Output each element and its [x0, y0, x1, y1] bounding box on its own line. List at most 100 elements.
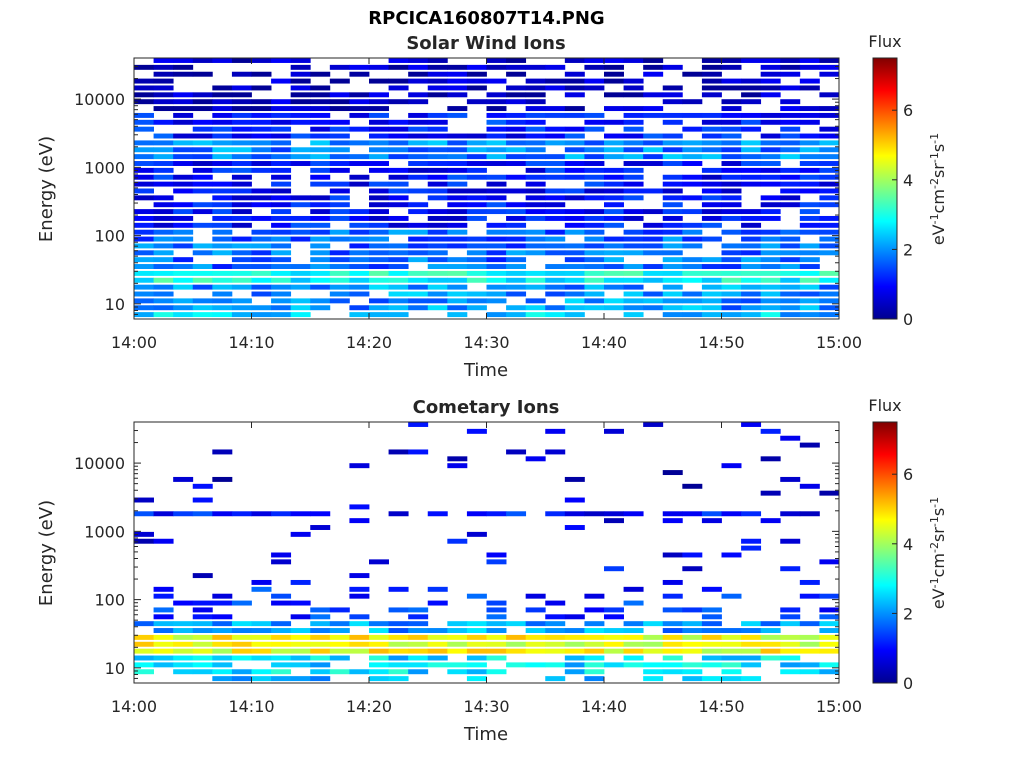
- spectrogram-cell: [388, 174, 409, 180]
- spectrogram-cell: [271, 106, 292, 112]
- spectrogram-cell: [486, 126, 507, 132]
- spectrogram-cell: [153, 511, 174, 517]
- spectrogram-cell: [799, 483, 820, 489]
- spectrogram-cell: [369, 147, 389, 153]
- spectrogram-cell: [369, 559, 389, 565]
- spectrogram-cell: [604, 628, 624, 633]
- spectrogram-cell: [662, 174, 683, 180]
- spectrogram-cell: [604, 215, 624, 221]
- spectrogram-cell: [290, 202, 311, 208]
- spectrogram-cell: [271, 154, 292, 160]
- spectrogram-cell: [564, 106, 585, 112]
- spectrogram-cell: [662, 181, 683, 187]
- spectrogram-cell: [701, 92, 722, 98]
- spectrogram-cell: [212, 641, 233, 647]
- spectrogram-cell: [271, 291, 292, 297]
- spectrogram-cell: [290, 614, 311, 620]
- spectrogram-cell: [564, 154, 585, 160]
- spectrogram-cell: [271, 648, 292, 654]
- spectrogram-cell: [662, 188, 683, 194]
- spectrogram-cell: [760, 58, 781, 63]
- spectrogram-cell: [192, 298, 213, 304]
- spectrogram-cell: [251, 188, 272, 194]
- spectrogram-cell: [447, 154, 468, 160]
- spectrogram-cell: [212, 291, 233, 297]
- spectrogram-cell: [604, 243, 624, 249]
- spectrogram-cell: [682, 641, 703, 647]
- spectrogram-cell: [349, 504, 370, 510]
- spectrogram-cell: [447, 188, 468, 194]
- spectrogram-cell: [427, 161, 448, 166]
- spectrogram-cell: [310, 161, 331, 166]
- spectrogram-cell: [192, 662, 213, 668]
- spectrogram-cell: [310, 250, 331, 256]
- spectrogram-cell: [799, 250, 820, 256]
- spectrogram-cell: [369, 140, 389, 146]
- spectrogram-cell: [584, 511, 605, 517]
- spectrogram-cell: [134, 167, 154, 173]
- spectrogram-cell: [466, 250, 487, 256]
- spectrogram-cell: [799, 188, 820, 194]
- y-tick-label: 100: [94, 227, 125, 246]
- spectrogram-cell: [173, 174, 194, 180]
- spectrogram-cell: [134, 312, 154, 318]
- spectrogram-cell: [408, 257, 429, 263]
- spectrogram-cell: [349, 140, 370, 146]
- spectrogram-cell: [760, 229, 781, 235]
- spectrogram-cell: [584, 298, 605, 304]
- spectrogram-cell: [623, 284, 644, 290]
- spectrogram-cell: [701, 209, 722, 215]
- spectrogram-cell: [623, 209, 644, 215]
- spectrogram-cell: [682, 99, 703, 105]
- spectrogram-cell: [780, 99, 801, 105]
- spectrogram-cell: [134, 662, 154, 668]
- spectrogram-cell: [604, 209, 624, 215]
- spectrogram-cell: [134, 174, 154, 180]
- spectrogram-cell: [604, 277, 624, 283]
- spectrogram-cell: [760, 112, 781, 118]
- spectrogram-cell: [604, 511, 624, 517]
- spectrogram-cell: [388, 229, 409, 235]
- spectrogram-cell: [173, 270, 194, 276]
- spectrogram-cell: [662, 250, 683, 256]
- spectrogram-cell: [427, 284, 448, 290]
- spectrogram-cell: [212, 449, 233, 455]
- spectrogram-cell: [584, 161, 605, 166]
- spectrogram-cell: [799, 222, 820, 228]
- spectrogram-cell: [310, 641, 331, 647]
- spectrogram-cell: [584, 641, 605, 647]
- spectrogram-cell: [486, 600, 507, 606]
- spectrogram-cell: [153, 133, 174, 139]
- spectrogram-cell: [701, 662, 722, 668]
- spectrogram-cell: [349, 250, 370, 256]
- spectrogram-cell: [388, 181, 409, 187]
- spectrogram-cell: [525, 126, 546, 132]
- spectrogram-cell: [623, 133, 644, 139]
- spectrogram-cell: [721, 291, 742, 297]
- spectrogram-cell: [134, 284, 154, 290]
- spectrogram-cell: [682, 126, 703, 132]
- spectrogram-cell: [721, 641, 742, 647]
- spectrogram-cell: [388, 167, 409, 173]
- spectrogram-cell: [662, 291, 683, 297]
- spectrogram-cell: [604, 614, 624, 620]
- spectrogram-cell: [192, 181, 213, 187]
- spectrogram-cell: [290, 161, 311, 166]
- spectrogram-cell: [506, 99, 527, 105]
- spectrogram-cell: [134, 634, 154, 640]
- spectrogram-cell: [231, 119, 252, 125]
- spectrogram-cell: [290, 312, 311, 318]
- spectrogram-cell: [682, 257, 703, 263]
- spectrogram-cell: [564, 628, 585, 633]
- spectrogram-cell: [212, 277, 233, 283]
- spectrogram-cell: [329, 154, 350, 160]
- spectrogram-cell: [290, 215, 311, 221]
- spectrogram-cell: [701, 85, 722, 91]
- spectrogram-cell: [506, 71, 527, 77]
- spectrogram-cell: [329, 99, 350, 105]
- spectrogram-cells: [134, 422, 840, 682]
- spectrogram-cell: [799, 593, 820, 599]
- spectrogram-cell: [349, 209, 370, 215]
- spectrogram-cell: [388, 291, 409, 297]
- spectrogram-cell: [564, 71, 585, 77]
